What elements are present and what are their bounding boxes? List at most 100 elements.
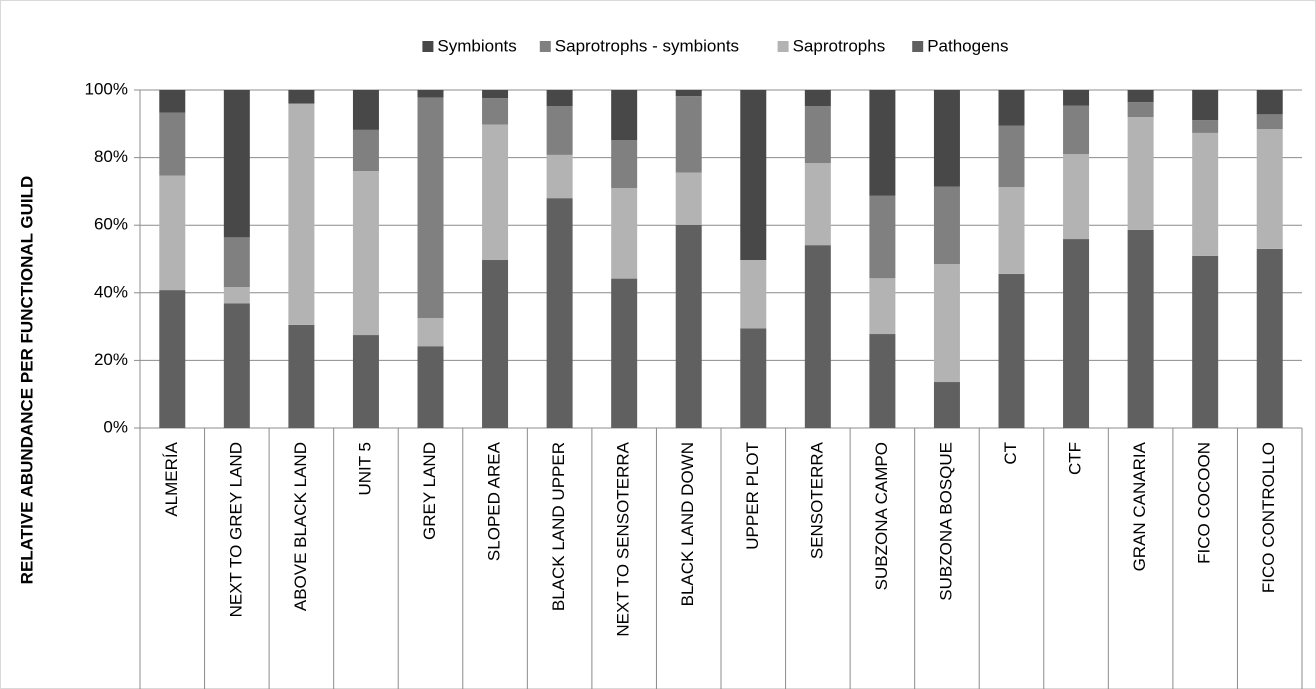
x-tick-label: SENSOTERRA [807, 441, 826, 559]
bar-segment [417, 90, 444, 98]
bar-segment [482, 124, 509, 261]
bar-segment [159, 90, 186, 113]
x-tick-label: CT [1001, 442, 1020, 465]
bar-segment [482, 90, 509, 99]
bar-segment [869, 195, 896, 279]
bar-segment [417, 97, 444, 319]
bar-segment [1127, 117, 1154, 230]
bar-segment [933, 90, 960, 187]
bar-segment [675, 172, 702, 225]
x-tick-label: ABOVE BLACK LAND [291, 442, 310, 611]
bar-segment [611, 278, 638, 428]
bar-segment [1192, 132, 1219, 256]
x-tick-label: SLOPED AREA [485, 441, 504, 561]
bar-segment [288, 90, 315, 104]
bar-segment [159, 290, 186, 428]
bar-segment [546, 90, 573, 107]
bar-segment [159, 175, 186, 291]
bar-segment [1192, 120, 1219, 133]
x-tick-label: NEXT TO SENSOTERRA [614, 441, 633, 636]
bar-segment [804, 163, 831, 246]
x-tick-label: FICO CONTROLLO [1259, 442, 1278, 593]
x-tick-label: SUBZONA CAMPO [872, 442, 891, 590]
bar-segment [546, 106, 573, 155]
bar-segment [352, 90, 379, 130]
bar-segment [998, 273, 1025, 428]
bar-segment [998, 125, 1025, 188]
bar-segment [1063, 105, 1090, 155]
bar-segment [223, 237, 250, 288]
x-tick-label: BLACK LAND UPPER [549, 442, 568, 611]
bar-segment [546, 154, 573, 199]
bar-segment [352, 335, 379, 428]
bar-segment [675, 90, 702, 97]
bar-segment [1127, 102, 1154, 118]
bar-segment [611, 140, 638, 189]
y-tick-label: 60% [94, 215, 128, 234]
bar-segment [804, 106, 831, 164]
bar-segment [482, 260, 509, 428]
legend-swatch [422, 41, 434, 52]
legend-swatch [777, 41, 789, 52]
y-tick-label: 100% [85, 79, 128, 98]
bar-segment [933, 264, 960, 383]
bar-segment [611, 90, 638, 141]
bar-segment [417, 346, 444, 428]
bar-segment [740, 90, 767, 261]
bar-segment [1127, 229, 1154, 428]
bar-segment [1256, 90, 1283, 115]
bar-segment [1063, 154, 1090, 240]
bar-segment [1192, 255, 1219, 428]
y-tick-label: 20% [94, 350, 128, 369]
x-tick-label: CTF [1066, 442, 1085, 475]
x-tick-label: GRAN CANARIA [1130, 441, 1149, 571]
legend-label: Saprotrophs - symbionts [555, 36, 739, 55]
x-tick-label: NEXT TO GREY LAND [226, 442, 245, 617]
bar-segment [1063, 239, 1090, 428]
bar-segment [1063, 90, 1090, 106]
bar-segment [675, 224, 702, 428]
bar-segment [933, 186, 960, 265]
bar-segment [611, 188, 638, 279]
bar-segment [998, 187, 1025, 274]
bar-segment [869, 90, 896, 196]
bar-segment [352, 171, 379, 336]
bar-segment [223, 303, 250, 428]
bar-segment [869, 278, 896, 335]
bar-segment [1192, 90, 1219, 121]
bar-segment [159, 112, 186, 176]
bar-segment [1256, 129, 1283, 249]
x-tick-label: BLACK LAND DOWN [678, 442, 697, 606]
legend-swatch [912, 41, 924, 52]
bar-segment [675, 96, 702, 173]
bar-segment [1127, 90, 1154, 103]
bar-segment [998, 90, 1025, 126]
bar-segment [804, 90, 831, 107]
bar-segment [740, 328, 767, 428]
bar-segment [417, 318, 444, 347]
bar-segment [740, 260, 767, 329]
x-tick-label: SUBZONA BOSQUE [936, 442, 955, 601]
bar-segment [352, 129, 379, 172]
legend-label: Symbionts [437, 36, 516, 55]
bar-segment [546, 198, 573, 428]
bar-segment [933, 382, 960, 428]
y-tick-label: 40% [94, 282, 128, 301]
x-tick-label: ALMERÍA [162, 441, 181, 516]
bar-segment [804, 245, 831, 428]
bar-segment [1256, 114, 1283, 130]
bar-segment [1256, 248, 1283, 428]
legend-swatch [539, 41, 551, 52]
y-tick-label: 80% [94, 147, 128, 166]
bar-segment [288, 103, 315, 325]
y-axis-label: RELATIVE ABUNDANCE PER FUNCTIONAL GUILD [17, 176, 36, 585]
x-tick-label: UNIT 5 [355, 442, 374, 496]
x-tick-label: FICO COCOON [1195, 442, 1214, 564]
x-tick-label: UPPER PLOT [743, 442, 762, 550]
bar-segment [482, 98, 509, 125]
y-tick-label: 0% [103, 417, 128, 436]
x-tick-label: GREY LAND [420, 442, 439, 540]
bar-segment [288, 324, 315, 428]
